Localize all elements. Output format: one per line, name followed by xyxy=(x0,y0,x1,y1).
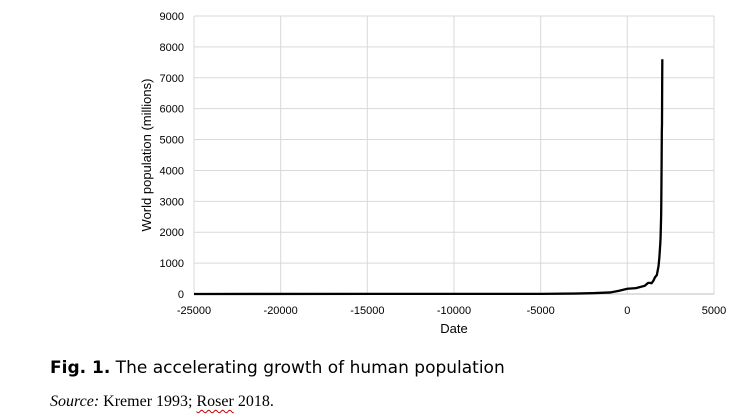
y-tick-label: 0 xyxy=(178,289,184,301)
x-tick-label: 5000 xyxy=(702,305,726,317)
y-tick-label: 6000 xyxy=(160,104,184,116)
y-tick-label: 9000 xyxy=(160,11,184,23)
x-tick-label: 0 xyxy=(624,305,630,317)
figure-label: Fig. 1. xyxy=(50,358,111,378)
y-tick-label: 2000 xyxy=(160,227,184,239)
source-text-after: 2018. xyxy=(233,393,274,410)
x-tick-label: -10000 xyxy=(437,305,471,317)
x-tick-label: -20000 xyxy=(264,305,298,317)
x-tick-label: -5000 xyxy=(527,305,555,317)
y-axis-ticks: 0 1000 2000 3000 4000 5000 6000 7000 8000 9000 xyxy=(160,11,184,301)
y-tick-label: 3000 xyxy=(160,196,184,208)
source-label: Source: xyxy=(50,393,100,410)
source-text-before: Kremer 1993; xyxy=(99,393,197,410)
y-tick-label: 7000 xyxy=(160,73,184,85)
x-tick-label: -25000 xyxy=(177,305,211,317)
population-chart: 0 1000 2000 3000 4000 5000 6000 7000 8000 9000 -2… xyxy=(139,11,726,336)
figure-caption: Fig. 1. The accelerating growth of human… xyxy=(50,358,505,378)
x-axis-ticks: -25000 -20000 -15000 -10000 -5000 0 5000 xyxy=(177,305,726,317)
y-tick-label: 4000 xyxy=(160,165,184,177)
y-tick-label: 8000 xyxy=(160,42,184,54)
y-axis-label: World population (millions) xyxy=(139,79,154,232)
y-tick-label: 1000 xyxy=(160,258,184,270)
chart-gridlines xyxy=(193,15,715,294)
figure-source: Source: Kremer 1993; Roser 2018. xyxy=(50,393,274,411)
series-line-population xyxy=(193,59,664,296)
source-author-roser: Roser xyxy=(196,393,234,410)
x-tick-label: -15000 xyxy=(350,305,384,317)
y-tick-label: 5000 xyxy=(160,135,184,147)
figure-caption-text: The accelerating growth of human populat… xyxy=(110,358,505,378)
x-axis-label: Date xyxy=(440,321,467,336)
